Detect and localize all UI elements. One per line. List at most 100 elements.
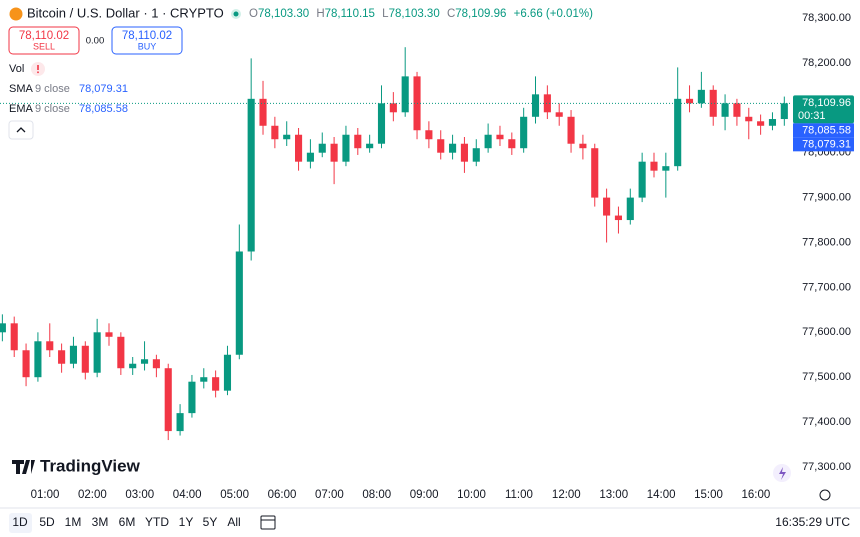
settings-icon[interactable] — [819, 489, 831, 501]
candle-body — [330, 143, 338, 162]
candle-body — [733, 103, 741, 117]
y-tick-label: 77,500.00 — [802, 371, 851, 383]
calendar-icon[interactable] — [260, 515, 276, 530]
candle-body — [579, 143, 587, 149]
buy-button[interactable]: 78,110.02 BUY — [111, 26, 183, 55]
buy-price[interactable]: 78,110.02 — [122, 30, 172, 42]
indicator-tag-label: 78,079.31 — [802, 139, 851, 151]
candle-body — [0, 323, 6, 333]
range-button[interactable]: 5D — [39, 515, 55, 529]
candle-body — [401, 76, 409, 113]
y-tick-label: 78,300.00 — [802, 12, 851, 24]
indicator-tag-label: 78,085.58 — [802, 125, 851, 137]
collapse-button[interactable] — [8, 120, 34, 140]
candle-body — [626, 197, 634, 221]
ohlc-key: H — [316, 8, 324, 20]
candle-body — [496, 134, 504, 140]
candle-body — [377, 103, 386, 144]
range-button[interactable]: 1D — [12, 515, 28, 529]
range-button[interactable]: 1M — [65, 515, 82, 529]
ohlc-value: 78,109.96 — [455, 8, 506, 20]
candle-body — [531, 94, 540, 117]
candle-body — [318, 143, 326, 153]
range-button[interactable]: 5Y — [203, 515, 218, 529]
y-tick-label: 77,900.00 — [802, 192, 851, 204]
symbol-title: Bitcoin / U.S. Dollar · 1 · CRYPTO — [27, 5, 224, 20]
indicator-name[interactable]: SMA — [9, 83, 34, 95]
buy-label[interactable]: BUY — [138, 41, 157, 51]
spread: 0.00 — [86, 36, 105, 47]
candle-body — [508, 139, 516, 149]
x-tick-label: 11:00 — [505, 489, 533, 501]
x-tick-label: 07:00 — [315, 489, 344, 501]
bolt-icon — [779, 467, 786, 480]
logo-icon — [12, 460, 35, 474]
range-button[interactable]: YTD — [145, 515, 169, 529]
x-tick-label: 12:00 — [552, 489, 581, 501]
warning-mark — [37, 65, 39, 70]
x-tick-label: 15:00 — [694, 489, 723, 501]
sell-button[interactable]: 78,110.02 SELL — [8, 26, 80, 55]
ohlc-value: 78,110.15 — [325, 8, 375, 20]
indicator-tag — [793, 123, 854, 138]
countdown: 00:31 — [798, 110, 826, 122]
indicator-name[interactable]: EMA — [9, 103, 34, 115]
y-tick-label: 77,600.00 — [802, 326, 851, 338]
candle-body — [81, 345, 89, 373]
candle-body — [342, 134, 350, 162]
candle-body — [188, 381, 196, 414]
candle-body — [271, 125, 279, 140]
ohlc-key: L — [382, 8, 389, 20]
candle-body — [69, 345, 78, 364]
candle-body — [614, 215, 623, 221]
x-tick-label: 05:00 — [220, 489, 249, 501]
indicator-value: 78,079.31 — [79, 83, 128, 95]
sell-box[interactable] — [8, 26, 80, 55]
candle-body — [685, 98, 694, 104]
candle-body — [223, 354, 232, 391]
candle-body — [93, 332, 101, 373]
candle-body — [129, 363, 137, 369]
x-tick-label: 03:00 — [125, 489, 154, 501]
x-tick-label: 02:00 — [78, 489, 107, 501]
candle-body — [449, 143, 457, 153]
indicator-name[interactable]: Vol — [9, 63, 24, 75]
buy-box[interactable] — [111, 26, 183, 55]
candle-body — [709, 89, 717, 117]
indicator-params: 9 close — [35, 83, 70, 95]
candle-body — [105, 332, 113, 337]
watermark: TradingView — [40, 456, 141, 475]
candle-body — [650, 161, 658, 171]
warning-dot — [37, 71, 39, 74]
candle-body — [200, 377, 208, 382]
candle-body — [603, 197, 611, 216]
status-dot — [233, 11, 239, 17]
candle-body — [780, 103, 788, 120]
candle-body — [247, 98, 255, 252]
candle-body — [437, 139, 445, 153]
range-button[interactable]: 3M — [92, 515, 109, 529]
range-button[interactable]: 1Y — [179, 515, 194, 529]
candle-body — [721, 103, 729, 117]
sell-label[interactable]: SELL — [33, 41, 55, 51]
clock: 16:35:29 UTC — [775, 515, 850, 529]
candle-body — [46, 341, 54, 351]
candle-body — [757, 121, 765, 126]
range-button[interactable]: 6M — [119, 515, 136, 529]
x-tick-label: 09:00 — [410, 489, 439, 501]
sell-price[interactable]: 78,110.02 — [19, 30, 69, 42]
candle-body — [472, 148, 480, 162]
candle-body — [34, 341, 42, 378]
candle-body — [674, 98, 682, 167]
x-tick-label: 08:00 — [362, 489, 391, 501]
candle-body — [484, 134, 492, 149]
candle-body — [283, 134, 291, 140]
candle-body — [176, 413, 184, 432]
candle-body — [567, 116, 575, 144]
candle-body — [697, 89, 705, 104]
candle-body — [235, 251, 243, 355]
range-button[interactable]: All — [227, 515, 240, 529]
x-tick-label: 14:00 — [647, 489, 676, 501]
ohlc-value: 78,103.30 — [258, 8, 309, 20]
